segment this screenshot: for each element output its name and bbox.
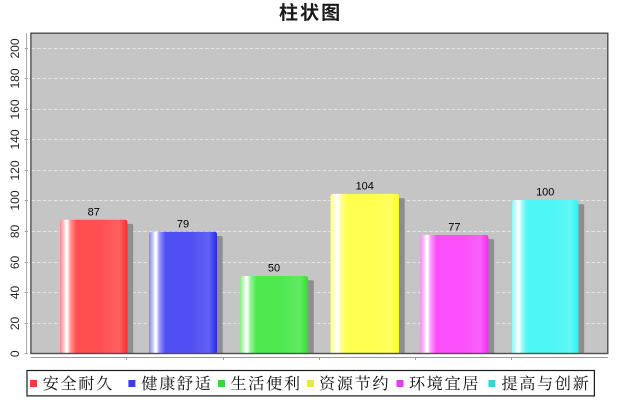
- svg-text:104: 104: [356, 181, 374, 193]
- svg-text:180: 180: [8, 68, 22, 88]
- svg-text:0: 0: [8, 350, 22, 357]
- svg-text:40: 40: [8, 286, 22, 300]
- svg-text:77: 77: [448, 222, 460, 234]
- svg-text:160: 160: [8, 99, 22, 119]
- svg-text:79: 79: [177, 218, 189, 230]
- svg-text:60: 60: [8, 256, 22, 270]
- svg-text:140: 140: [8, 129, 22, 149]
- svg-text:100: 100: [8, 190, 22, 210]
- svg-text:20: 20: [8, 317, 22, 331]
- svg-text:50: 50: [268, 263, 280, 275]
- svg-text:80: 80: [8, 225, 22, 239]
- svg-text:87: 87: [88, 206, 100, 218]
- svg-text:100: 100: [536, 187, 554, 199]
- svg-text:120: 120: [8, 160, 22, 180]
- svg-text:200: 200: [8, 38, 22, 58]
